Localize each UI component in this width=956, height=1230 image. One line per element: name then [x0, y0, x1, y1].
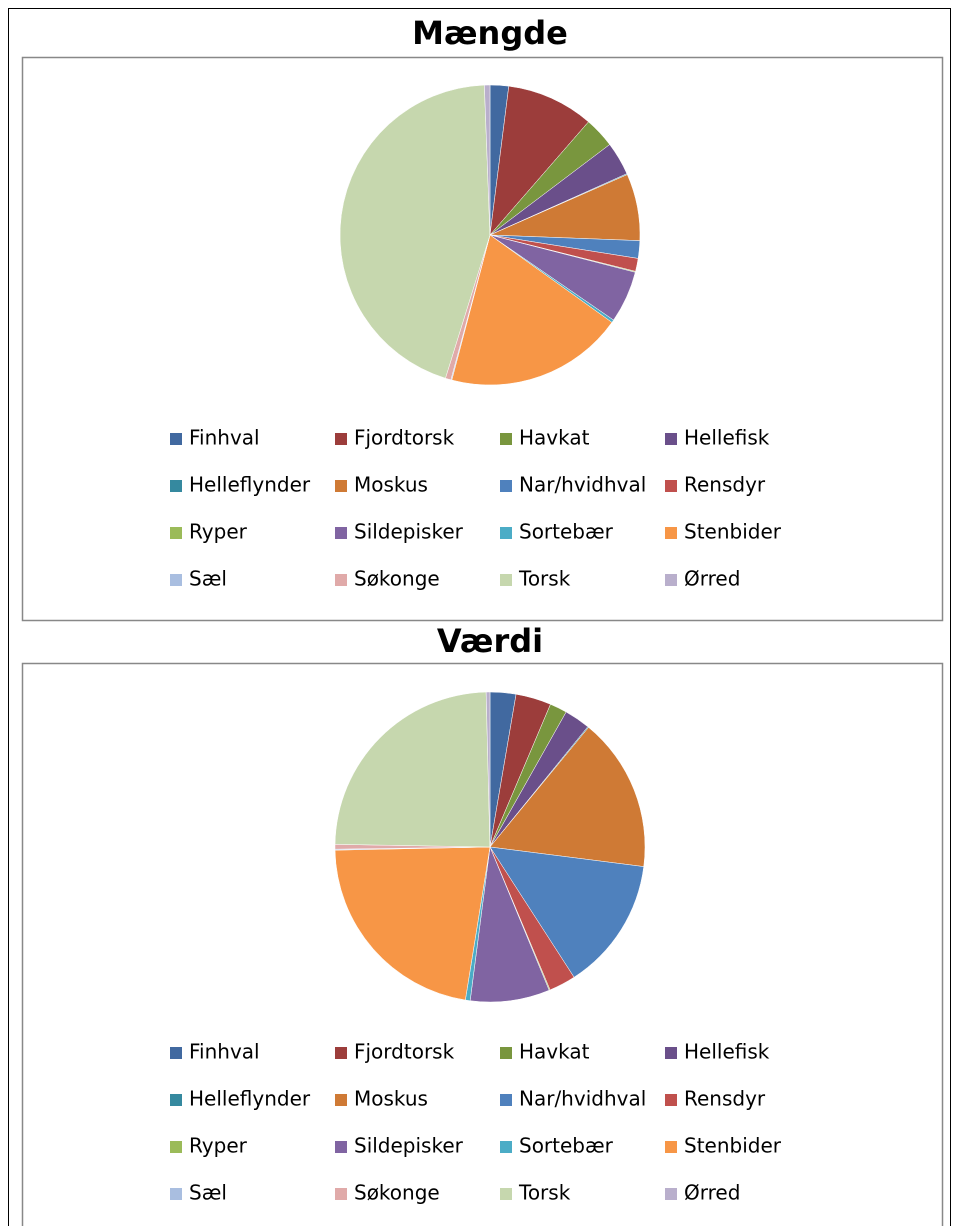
- legend-swatch: [500, 1188, 512, 1200]
- pie-slice: [489, 85, 589, 236]
- legend-swatch: [665, 1047, 677, 1059]
- pie-slice: [485, 691, 491, 848]
- legend-swatch: [335, 1094, 347, 1106]
- legend-label: Ørred: [684, 567, 740, 591]
- legend-swatch: [170, 433, 182, 445]
- legend-swatch: [665, 1094, 677, 1106]
- legend-label: Søkonge: [354, 567, 440, 591]
- pie-slice: [489, 846, 645, 978]
- legend-swatch: [665, 1188, 677, 1200]
- legend-swatch: [170, 1094, 182, 1106]
- legend-label: Hellefisk: [684, 1040, 770, 1064]
- legend-swatch: [335, 1188, 347, 1200]
- pie-slice: [451, 234, 613, 386]
- legend-swatch: [170, 1141, 182, 1153]
- legend-label: Stenbider: [684, 520, 782, 544]
- legend-swatch: [500, 1141, 512, 1153]
- legend-swatch: [335, 480, 347, 492]
- legend-label: Helleflynder: [189, 1087, 311, 1111]
- pie-slice: [334, 691, 491, 848]
- legend-label: Moskus: [354, 473, 428, 497]
- legend-label: Sildepisker: [354, 520, 464, 544]
- legend-swatch: [170, 480, 182, 492]
- legend-label: Sortebær: [519, 520, 614, 544]
- pie-slice: [489, 727, 646, 867]
- legend-label: Søkonge: [354, 1181, 440, 1205]
- legend-swatch: [335, 574, 347, 586]
- legend-swatch: [500, 1047, 512, 1059]
- legend-swatch: [170, 527, 182, 539]
- legend-label: Finhval: [189, 1040, 260, 1064]
- legend-swatch: [170, 574, 182, 586]
- legend-label: Moskus: [354, 1087, 428, 1111]
- legend-swatch: [665, 433, 677, 445]
- legend-swatch: [500, 480, 512, 492]
- legend-label: Torsk: [518, 567, 571, 591]
- legend-swatch: [335, 1141, 347, 1153]
- legend-label: Rensdyr: [684, 1087, 766, 1111]
- legend-swatch: [170, 1188, 182, 1200]
- legend-label: Helleflynder: [189, 473, 311, 497]
- legend-swatch: [335, 1047, 347, 1059]
- legend-label: Stenbider: [684, 1134, 782, 1158]
- legend-label: Ørred: [684, 1181, 740, 1205]
- legend-label: Fjordtorsk: [354, 1040, 455, 1064]
- legend-label: Hellefisk: [684, 426, 770, 450]
- legend-swatch: [500, 574, 512, 586]
- legend-label: Sildepisker: [354, 1134, 464, 1158]
- pie-slice: [484, 84, 491, 236]
- legend-label: Sæl: [189, 567, 227, 591]
- legend-label: Finhval: [189, 426, 260, 450]
- chart-title: Mængde: [412, 14, 568, 52]
- chart-title: Værdi: [437, 622, 543, 660]
- legend-label: Havkat: [519, 426, 590, 450]
- legend-label: Nar/hvidhval: [519, 1087, 646, 1111]
- legend-swatch: [665, 574, 677, 586]
- legend-swatch: [335, 433, 347, 445]
- pie-slice: [339, 84, 491, 379]
- legend-label: Rensdyr: [684, 473, 766, 497]
- legend-swatch: [500, 433, 512, 445]
- legend-label: Sortebær: [519, 1134, 614, 1158]
- legend-swatch: [665, 527, 677, 539]
- legend-swatch: [170, 1047, 182, 1059]
- legend-label: Torsk: [518, 1181, 571, 1205]
- legend-label: Ryper: [189, 520, 248, 544]
- legend-label: Havkat: [519, 1040, 590, 1064]
- legend-swatch: [665, 1141, 677, 1153]
- legend-swatch: [335, 527, 347, 539]
- legend-label: Fjordtorsk: [354, 426, 455, 450]
- pie-slice: [334, 846, 491, 1001]
- legend-label: Nar/hvidhval: [519, 473, 646, 497]
- legend-label: Ryper: [189, 1134, 248, 1158]
- legend-label: Sæl: [189, 1181, 227, 1205]
- legend-swatch: [665, 480, 677, 492]
- legend-swatch: [500, 1094, 512, 1106]
- legend-swatch: [500, 527, 512, 539]
